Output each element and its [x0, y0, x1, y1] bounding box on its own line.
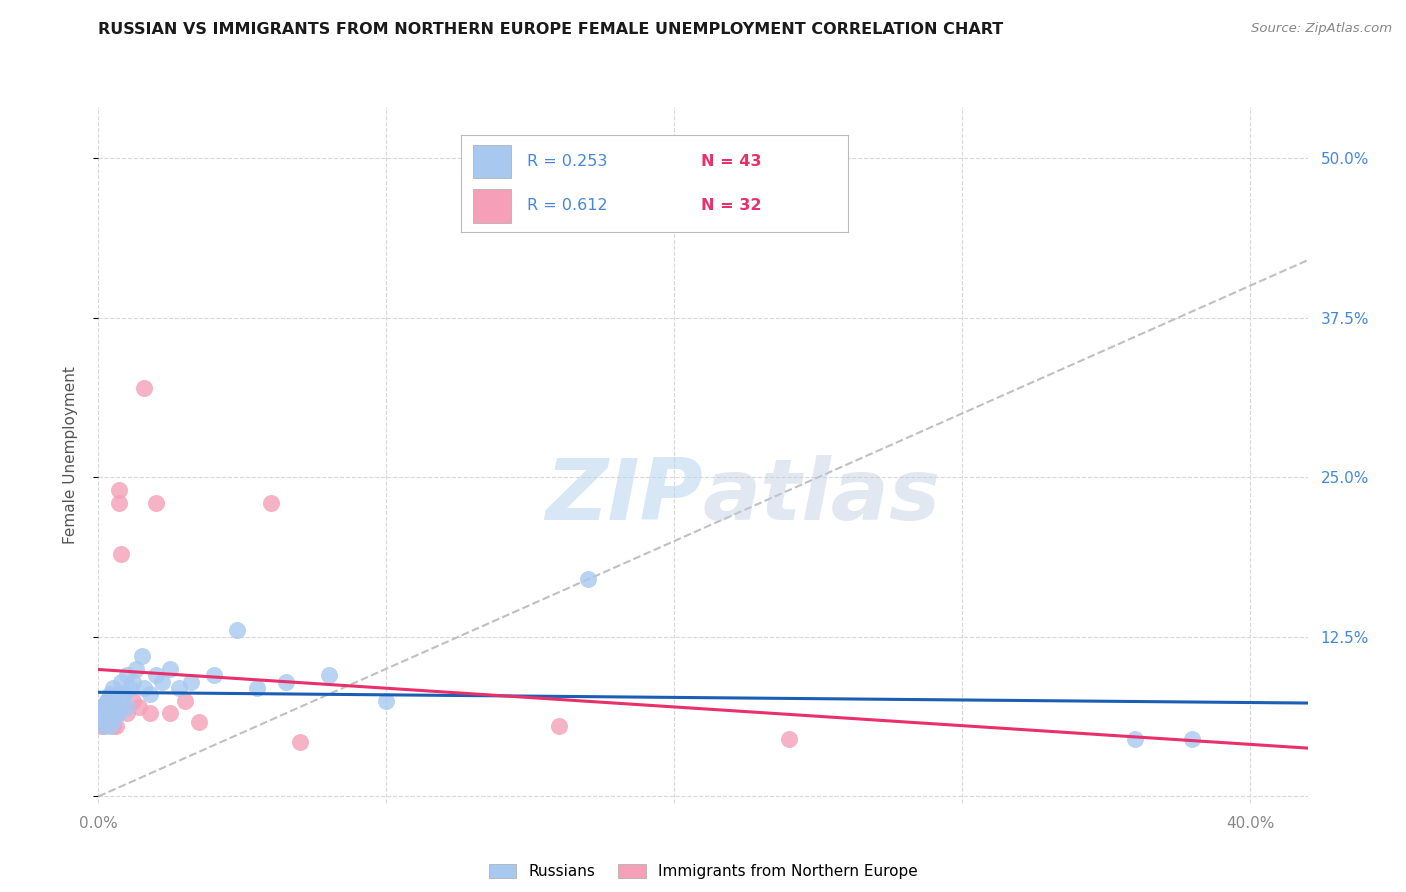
Point [98, 700, 121, 714]
Text: ZIP: ZIP [546, 455, 703, 538]
Bar [472, 145, 512, 178]
Point [134, 381, 156, 395]
Y-axis label: Female Unemployment: Female Unemployment [63, 366, 77, 544]
Point [98, 719, 121, 733]
Legend: Russians, Immigrants from Northern Europe: Russians, Immigrants from Northern Europ… [482, 858, 924, 886]
Point [375, 694, 398, 708]
Point [139, 706, 162, 721]
Point [115, 700, 138, 714]
Point [167, 681, 190, 695]
Point [101, 681, 124, 695]
Point [122, 694, 145, 708]
Point [107, 496, 129, 510]
Point [110, 547, 132, 561]
Point [98, 700, 121, 714]
Text: R = 0.253: R = 0.253 [527, 153, 607, 169]
Point [96, 706, 118, 721]
Point [576, 573, 599, 587]
Point [112, 687, 135, 701]
Point [93, 719, 115, 733]
Point [90, 713, 112, 727]
Point [159, 706, 181, 721]
Point [134, 681, 156, 695]
Point [145, 496, 167, 510]
Point [107, 687, 129, 701]
Point [180, 674, 202, 689]
Text: N = 32: N = 32 [702, 199, 762, 213]
Point [104, 706, 127, 721]
Point [98, 687, 121, 701]
Point [131, 648, 153, 663]
Point [318, 668, 340, 682]
Point [93, 706, 115, 721]
Point [110, 694, 132, 708]
Point [93, 706, 115, 721]
Point [288, 734, 311, 748]
Point [110, 674, 132, 689]
Point [107, 483, 129, 497]
Point [96, 706, 118, 721]
Text: R = 0.612: R = 0.612 [527, 199, 607, 213]
Point [90, 719, 112, 733]
Point [96, 713, 118, 727]
Point [115, 668, 138, 682]
Point [173, 694, 195, 708]
Point [139, 687, 162, 701]
Point [104, 700, 127, 714]
Point [90, 700, 112, 714]
Point [107, 706, 129, 721]
Point [1123, 731, 1146, 746]
Point [246, 681, 269, 695]
Point [101, 706, 124, 721]
Point [96, 713, 118, 727]
Point [159, 662, 181, 676]
Point [93, 700, 115, 714]
Point [115, 706, 138, 721]
Bar [472, 189, 512, 222]
Point [93, 719, 115, 733]
Point [101, 713, 124, 727]
Point [90, 700, 112, 714]
Point [104, 719, 127, 733]
Point [90, 706, 112, 721]
Point [96, 694, 118, 708]
Point [98, 706, 121, 721]
Point [125, 662, 148, 676]
Point [122, 674, 145, 689]
Point [101, 719, 124, 733]
Point [120, 681, 142, 695]
Point [225, 624, 247, 638]
Point [93, 713, 115, 727]
Point [98, 713, 121, 727]
Point [202, 668, 225, 682]
Text: N = 43: N = 43 [702, 153, 762, 169]
Point [128, 700, 150, 714]
Text: atlas: atlas [703, 455, 941, 538]
Point [778, 731, 800, 746]
Point [104, 700, 127, 714]
Point [548, 719, 571, 733]
Point [260, 496, 283, 510]
Point [1181, 731, 1204, 746]
Text: Source: ZipAtlas.com: Source: ZipAtlas.com [1251, 22, 1392, 36]
Point [274, 674, 297, 689]
Text: RUSSIAN VS IMMIGRANTS FROM NORTHERN EUROPE FEMALE UNEMPLOYMENT CORRELATION CHART: RUSSIAN VS IMMIGRANTS FROM NORTHERN EURO… [98, 22, 1004, 37]
Point [150, 674, 173, 689]
Point [101, 694, 124, 708]
Point [96, 694, 118, 708]
Point [145, 668, 167, 682]
Point [188, 715, 211, 730]
